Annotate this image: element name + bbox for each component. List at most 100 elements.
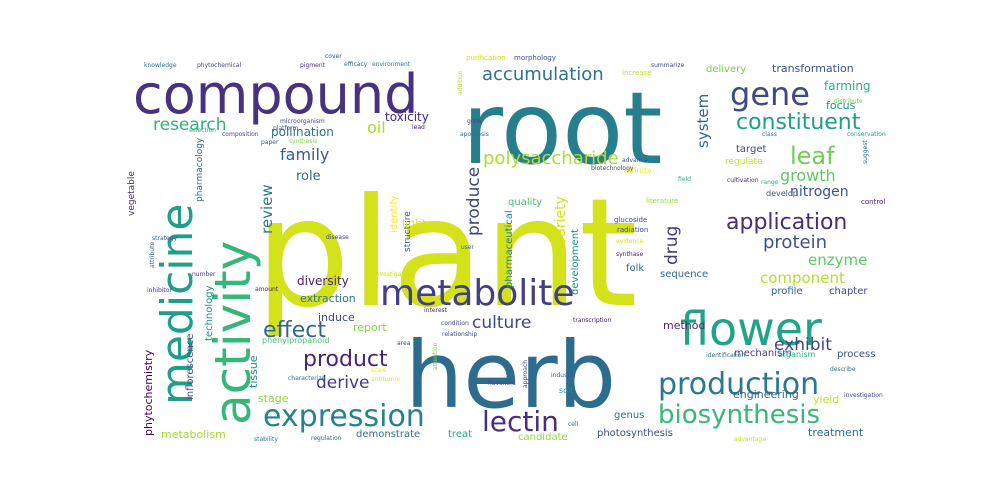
word-yield: yield <box>813 393 839 406</box>
word-organism: organism <box>778 350 815 359</box>
word-phytochemical: phytochemical <box>197 62 241 69</box>
word-treatment: treatment <box>808 426 864 439</box>
word-transcription: transcription <box>573 317 611 324</box>
word-suggest: suggest <box>862 140 869 164</box>
word-user: user <box>461 244 475 251</box>
word-relationship: relationship <box>442 331 477 338</box>
word-number: number <box>192 271 216 278</box>
word-develop: develop <box>766 189 798 198</box>
word-technology: technology <box>204 285 215 341</box>
word-morphology: morphology <box>514 54 556 62</box>
word-investigation: investigation <box>844 392 883 399</box>
word-selection: selection <box>189 127 216 134</box>
word-vegetable: vegetable <box>127 171 137 216</box>
word-structure: structure <box>403 211 413 252</box>
word-genus: genus <box>614 410 644 421</box>
word-method: method <box>663 319 705 332</box>
word-lectin: lectin <box>482 405 559 438</box>
word-literature: literature <box>646 197 678 205</box>
word-disease: disease <box>326 234 349 241</box>
word-development: development <box>570 229 581 295</box>
word-exhibit: exhibit <box>774 335 832 355</box>
word-activity: activity <box>204 241 262 425</box>
word-advance: advance <box>622 157 648 164</box>
word-synthesis: synthesis <box>289 138 317 145</box>
word-sequence: sequence <box>660 269 708 280</box>
word-target: target <box>736 144 766 155</box>
word-regulate: regulate <box>725 157 763 167</box>
word-candidate: candidate <box>518 432 568 443</box>
word-summarize: summarize <box>651 62 685 69</box>
word-growth: growth <box>780 166 836 185</box>
word-radiation: radiation <box>617 226 648 234</box>
word-light: light <box>402 217 427 230</box>
word-strategy: strategy <box>152 235 177 242</box>
word-review: review <box>258 184 276 234</box>
word-microorganism: microorganism <box>280 118 325 125</box>
word-delivery: delivery <box>706 64 746 75</box>
word-tissue: tissue <box>247 355 260 388</box>
word-plant: plant <box>255 167 638 341</box>
word-range: range <box>761 179 779 186</box>
word-approach: approach <box>522 360 529 388</box>
word-product: product <box>303 347 388 372</box>
word-regulation: regulation <box>311 435 342 442</box>
word-toxicity: toxicity <box>385 110 429 124</box>
word-variety: variety <box>553 196 569 245</box>
word-role: role <box>296 169 321 184</box>
word-farming: farming <box>824 79 871 93</box>
word-photosynthesis: photosynthesis <box>597 428 673 439</box>
word-attention: attention <box>432 342 439 370</box>
word-synthase: synthase <box>616 251 643 258</box>
word-condition: condition <box>441 320 469 327</box>
word-treat: treat <box>448 429 472 440</box>
word-medicine: medicine <box>152 204 203 405</box>
word-protein: protein <box>763 232 827 253</box>
word-metabolite: metabolite <box>380 273 575 314</box>
word-phytochemistry: phytochemistry <box>142 349 155 436</box>
word-distribute: distribute <box>834 98 863 105</box>
word-pigment: pigment <box>300 62 326 69</box>
word-efficacy: efficacy <box>344 61 368 68</box>
word-affinity: affinity <box>624 166 652 175</box>
word-glucoside: glucoside <box>614 216 647 224</box>
word-inhibitor: inhibitor <box>147 287 172 294</box>
word-culture: culture <box>472 313 531 333</box>
word-cultivation: cultivation <box>727 177 759 184</box>
word-scale: scale <box>371 367 387 374</box>
word-root: root <box>462 70 663 187</box>
word-apoptosis: apoptosis <box>460 131 489 138</box>
word-herb: herb <box>405 322 616 429</box>
word-area: area <box>397 340 411 347</box>
word-evidence: evidence <box>616 238 644 245</box>
word-identification: identification <box>706 352 745 359</box>
word-grow: grow <box>467 118 482 125</box>
word-metabolism: metabolism <box>161 428 226 441</box>
word-produce: produce <box>464 167 484 236</box>
word-purification: purification <box>466 54 506 62</box>
word-polysaccharide: polysaccharide <box>483 148 619 169</box>
word-identify: identify <box>389 195 400 233</box>
word-oil: oil <box>367 118 386 137</box>
word-advantage: advantage <box>734 436 766 443</box>
word-extraction: extraction <box>300 292 356 305</box>
word-antitumor: antitumor <box>371 376 401 383</box>
word-effect: effect <box>263 318 326 343</box>
word-research: research <box>153 115 227 135</box>
word-attribute: attribute <box>149 242 156 268</box>
word-biotechnology: biotechnology <box>591 165 634 172</box>
word-stage: stage <box>258 392 289 405</box>
word-gene: gene <box>730 75 810 113</box>
word-engineering: engineering <box>733 388 799 401</box>
word-report: report <box>353 321 387 334</box>
word-characterize: characterize <box>288 375 326 382</box>
word-composition: composition <box>222 131 259 138</box>
word-control: control <box>861 198 885 206</box>
word-enzyme: enzyme <box>808 251 867 269</box>
word-component: component <box>760 269 845 287</box>
word-expression: expression <box>263 399 425 434</box>
word-process: process <box>837 349 875 360</box>
word-production: production <box>658 367 819 402</box>
